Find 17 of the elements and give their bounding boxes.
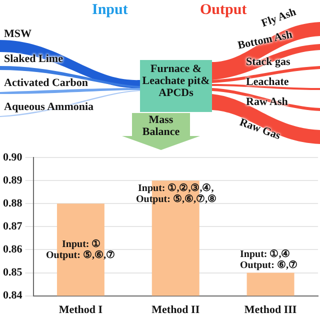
y-tick-label: 0.85 bbox=[3, 266, 23, 279]
text: Furnace & Leachate pit& APCDs bbox=[141, 63, 211, 99]
y-tick-label: 0.84 bbox=[3, 290, 23, 302]
annotation: Input: ①,④ bbox=[240, 249, 290, 260]
y-tick-label: 0.86 bbox=[3, 244, 23, 256]
y-tick-label: 0.90 bbox=[3, 151, 23, 164]
y-tick-label: 0.87 bbox=[3, 220, 23, 233]
y-tick-label: 0.89 bbox=[3, 174, 23, 186]
annotation: Output: ⑤,⑥,⑦ bbox=[46, 250, 115, 261]
x-tick-label: Method III bbox=[244, 304, 297, 316]
annotation: Input: ①,②,③,④, bbox=[138, 183, 214, 194]
x-tick-label: Method II bbox=[152, 304, 200, 316]
annotation: Input: ① bbox=[62, 239, 101, 250]
annotation: Output: ⑤,⑥,⑦,⑧ bbox=[136, 194, 216, 205]
y-tick-label: 0.88 bbox=[3, 198, 23, 210]
x-tick-label: Method I bbox=[58, 304, 103, 316]
annotation: Output: ⑥,⑦ bbox=[240, 260, 298, 271]
